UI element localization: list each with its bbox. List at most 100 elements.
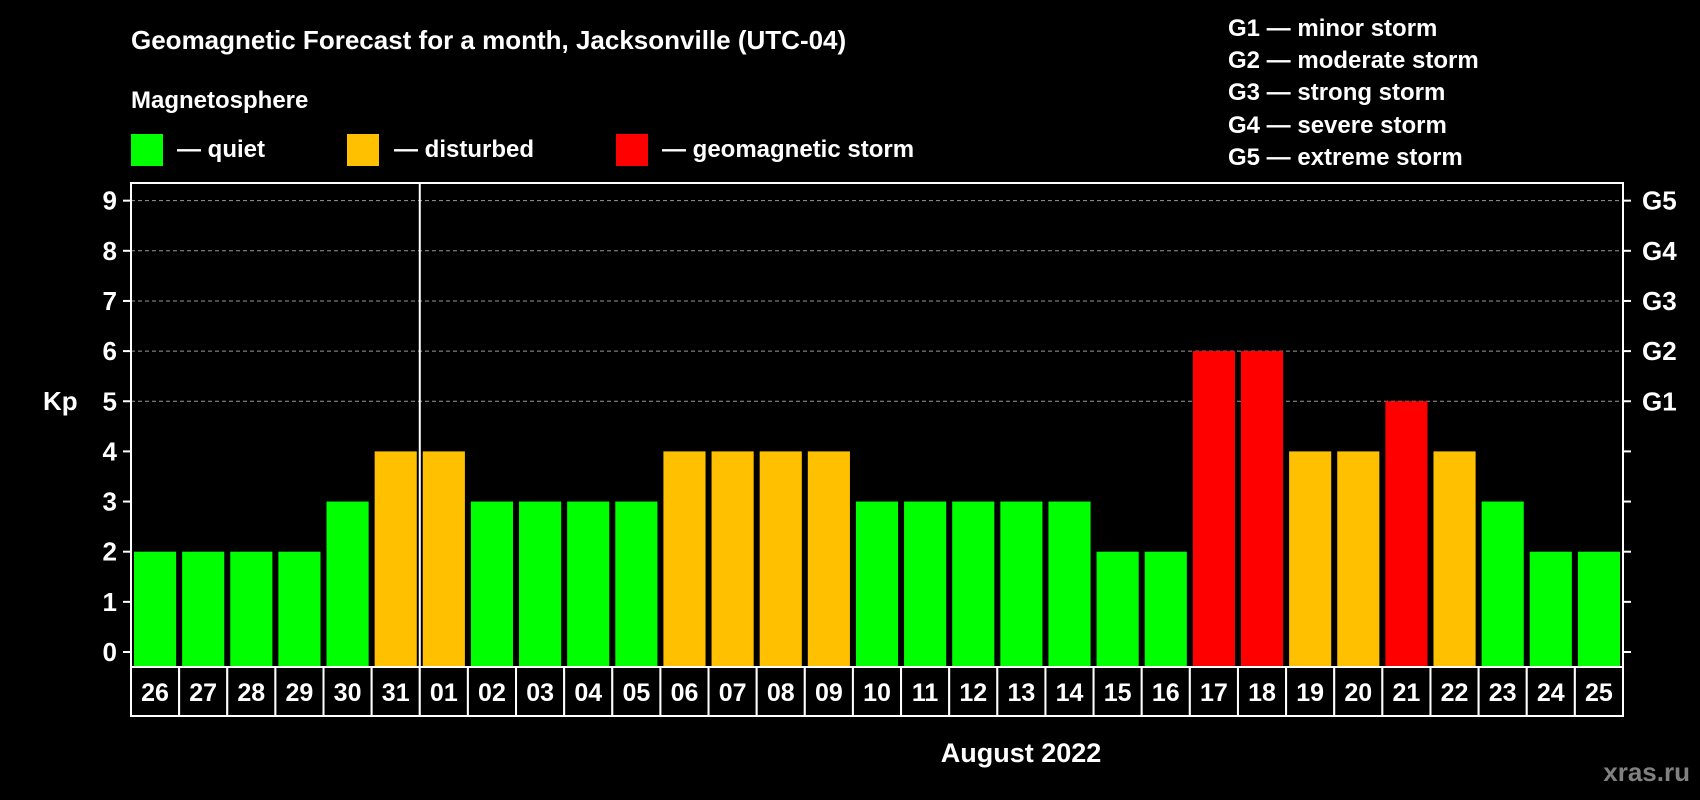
day-cell (130, 666, 181, 717)
g-scale-axis: G1 G2 G3 G4 G5 (1623, 186, 1677, 653)
day-cell (418, 666, 469, 717)
bar-27 (182, 551, 225, 667)
day-label: 12 (959, 679, 987, 707)
day-label: 01 (430, 679, 458, 707)
bar-26 (134, 551, 177, 667)
day-label: 10 (863, 679, 891, 707)
bar-19 (1289, 451, 1332, 667)
y-tick-label: 9 (103, 186, 117, 216)
plot-frame (130, 182, 1624, 668)
day-label: 20 (1344, 679, 1372, 707)
bar-17 (1192, 351, 1235, 667)
day-label: 19 (1296, 679, 1324, 707)
day-label: 08 (767, 679, 795, 707)
bar-01 (422, 451, 465, 667)
day-label: 06 (671, 679, 699, 707)
bar-15 (1096, 551, 1139, 667)
bar-14 (1048, 501, 1091, 667)
bar-05 (615, 501, 658, 667)
bar-21 (1385, 401, 1428, 667)
day-cell (178, 666, 229, 717)
x-axis-label: August 2022 (941, 738, 1102, 768)
y-tick-label: 4 (103, 436, 118, 466)
y-tick-label: 7 (103, 286, 117, 316)
legend-label-disturbed: — disturbed (394, 136, 534, 163)
y-tick-label: 2 (103, 537, 117, 567)
day-label: 15 (1104, 679, 1132, 707)
bar-07 (711, 451, 754, 667)
day-label: 16 (1152, 679, 1180, 707)
bar-24 (1529, 551, 1572, 667)
grid-lines (131, 200, 1623, 402)
day-cell (274, 666, 325, 717)
day-label: 28 (237, 679, 265, 707)
day-label: 03 (526, 679, 554, 707)
day-cell (515, 666, 566, 717)
day-label: 21 (1393, 679, 1421, 707)
watermark: xras.ru (1603, 757, 1690, 787)
day-label: 27 (189, 679, 217, 707)
day-label: 31 (382, 679, 410, 707)
storm-scale-g5: G5 — extreme storm (1228, 144, 1463, 171)
y-tick-label: 0 (103, 637, 117, 667)
legend-label-storm: — geomagnetic storm (662, 136, 914, 163)
day-label: 24 (1537, 679, 1565, 707)
day-cell (1140, 666, 1191, 717)
day-label: 11 (912, 679, 939, 707)
storm-scale-legend: G1 — minor storm G2 — moderate storm G3 … (1228, 15, 1479, 171)
storm-scale-g1: G1 — minor storm (1228, 15, 1437, 42)
x-axis: 26 27 28 29 30 31 01 02 03 04 05 06 07 08 09 10 11 12 13 14… (130, 666, 1625, 717)
day-label: 22 (1441, 679, 1469, 707)
y-axis-label: Kp (43, 386, 78, 416)
g-scale-label: G3 (1642, 286, 1677, 316)
legend-heading: Magnetosphere (131, 87, 308, 114)
day-label: 25 (1585, 679, 1613, 707)
bar-03 (519, 501, 562, 667)
y-tick-label: 8 (103, 236, 117, 266)
legend-swatch-disturbed (347, 134, 379, 166)
bar-16 (1144, 551, 1187, 667)
bar-31 (374, 451, 417, 667)
legend-swatch-storm (616, 134, 648, 166)
y-tick-label: 6 (103, 336, 117, 366)
bar-02 (470, 501, 514, 667)
bar-09 (807, 451, 850, 667)
storm-scale-g3: G3 — strong storm (1228, 79, 1445, 106)
day-cell (1285, 666, 1336, 717)
bar-13 (1000, 501, 1043, 667)
bar-04 (567, 501, 610, 667)
day-label: 30 (334, 679, 362, 707)
storm-scale-g2: G2 — moderate storm (1228, 47, 1479, 74)
day-label: 14 (1056, 679, 1084, 707)
bar-12 (952, 501, 995, 667)
bar-20 (1337, 451, 1380, 667)
bar-10 (855, 501, 899, 667)
day-label: 26 (141, 679, 169, 707)
day-cell (1333, 666, 1384, 717)
day-cell (1381, 666, 1432, 717)
bar-18 (1240, 351, 1284, 667)
bar-28 (230, 551, 273, 667)
bar-11 (904, 501, 947, 667)
day-label: 18 (1248, 679, 1276, 707)
day-label: 23 (1489, 679, 1517, 707)
legend-swatch-quiet (131, 134, 163, 166)
bar-22 (1433, 451, 1476, 667)
day-label: 13 (1007, 679, 1035, 707)
y-tick-label: 3 (103, 487, 117, 517)
day-label: 09 (815, 679, 843, 707)
bar-23 (1481, 501, 1524, 667)
bar-08 (759, 451, 802, 667)
bar-25 (1577, 551, 1620, 667)
bar-06 (663, 451, 706, 667)
bar-30 (326, 501, 369, 667)
day-label: 05 (622, 679, 650, 707)
day-cell (996, 666, 1047, 717)
y-tick-label: 5 (103, 386, 117, 416)
bars (134, 351, 1620, 667)
legend-label-quiet: — quiet (177, 136, 265, 163)
g-scale-label: G1 (1642, 386, 1677, 416)
day-cell (370, 666, 421, 717)
day-label: 02 (478, 679, 506, 707)
chart-title: Geomagnetic Forecast for a month, Jackso… (131, 25, 846, 55)
